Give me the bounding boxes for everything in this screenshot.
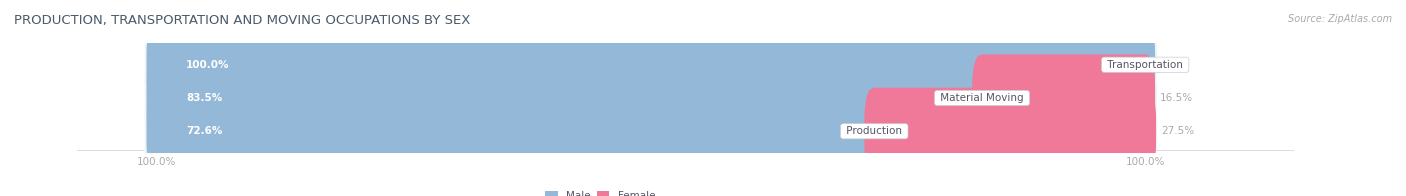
FancyBboxPatch shape <box>146 54 993 142</box>
Text: 0.0%: 0.0% <box>1160 60 1187 70</box>
FancyBboxPatch shape <box>146 21 1156 108</box>
Text: 72.6%: 72.6% <box>186 126 222 136</box>
FancyBboxPatch shape <box>146 21 1156 108</box>
Text: 27.5%: 27.5% <box>1161 126 1194 136</box>
Text: 100.0%: 100.0% <box>186 60 229 70</box>
Text: Transportation: Transportation <box>1104 60 1187 70</box>
FancyBboxPatch shape <box>145 13 1157 117</box>
Text: PRODUCTION, TRANSPORTATION AND MOVING OCCUPATIONS BY SEX: PRODUCTION, TRANSPORTATION AND MOVING OC… <box>14 14 471 27</box>
Text: Material Moving: Material Moving <box>938 93 1026 103</box>
Text: 16.5%: 16.5% <box>1160 93 1194 103</box>
FancyBboxPatch shape <box>145 46 1157 150</box>
Text: Source: ZipAtlas.com: Source: ZipAtlas.com <box>1288 14 1392 24</box>
Text: 83.5%: 83.5% <box>186 93 222 103</box>
Text: Production: Production <box>844 126 905 136</box>
FancyBboxPatch shape <box>865 88 1156 175</box>
FancyBboxPatch shape <box>146 54 1156 142</box>
FancyBboxPatch shape <box>145 79 1157 183</box>
FancyBboxPatch shape <box>146 88 1156 175</box>
FancyBboxPatch shape <box>146 88 884 175</box>
Legend: Male, Female: Male, Female <box>541 186 659 196</box>
FancyBboxPatch shape <box>972 54 1156 142</box>
